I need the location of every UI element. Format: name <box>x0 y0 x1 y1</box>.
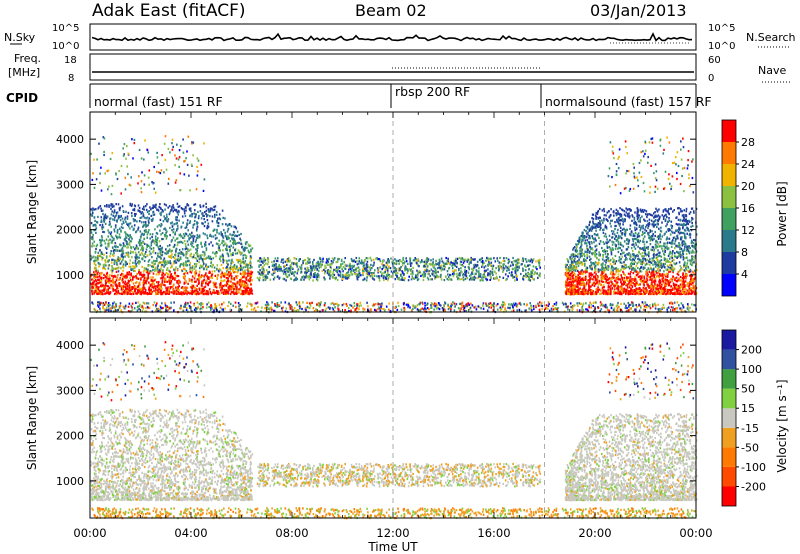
colorbar-swatch <box>722 486 736 506</box>
colorbar-swatch <box>722 466 736 487</box>
colorbar-swatch <box>722 142 736 164</box>
power-colorbar-label: Power [dB] <box>775 181 789 246</box>
x-tick-label: 12:00 <box>376 526 409 540</box>
colorbar-tick: 16 <box>741 202 755 215</box>
cpid-panel: CPID normal (fast) 151 RF rbsp 200 RF no… <box>6 83 712 109</box>
colorbar-swatch <box>722 120 736 142</box>
y-tick-label: 3000 <box>56 178 84 191</box>
noise-right-label: N.Search <box>746 31 796 44</box>
y-tick-label: 4000 <box>56 339 84 352</box>
colorbar-swatch <box>722 369 736 389</box>
velocity-data <box>90 341 698 520</box>
noise-right-tick-bottom: 10^0 <box>708 41 735 52</box>
colorbar-tick: 100 <box>741 363 762 376</box>
colorbar-tick: -100 <box>741 461 766 474</box>
colorbar-tick: 50 <box>741 383 755 396</box>
frequency-panel: Freq. [MHz] 18 8 60 0 Nave <box>8 52 790 84</box>
power-panel: Slant Range [km] 4000 3000 2000 1000 <box>25 111 698 314</box>
noise-left-tick-bottom: 10^0 <box>52 41 79 52</box>
colorbar-tick: -50 <box>741 441 759 454</box>
colorbar-swatch <box>722 447 736 467</box>
x-tick-label: 00:00 <box>73 526 106 540</box>
colorbar-swatch <box>722 252 736 274</box>
colorbar-tick: 28 <box>741 136 755 149</box>
y-tick-label: 4000 <box>56 133 84 146</box>
velocity-colorbar: 200 100 50 15 -15 -50 -100 -200 <box>721 329 766 507</box>
power-ylabel: Slant Range [km] <box>25 160 39 264</box>
freq-left-label-2: [MHz] <box>8 66 40 79</box>
colorbar-swatch <box>722 330 736 350</box>
freq-left-tick-bottom: 8 <box>68 73 74 84</box>
x-tick-label: 20:00 <box>578 526 611 540</box>
freq-right-tick-top: 60 <box>708 55 721 66</box>
nave-label: Nave <box>758 64 786 77</box>
x-tick-label: 16:00 <box>477 526 510 540</box>
velocity-ylabel: Slant Range [km] <box>25 366 39 470</box>
colorbar-tick: 200 <box>741 344 762 357</box>
station-title: Adak East (fitACF) <box>92 1 246 21</box>
y-tick-label: 2000 <box>56 430 84 443</box>
date-title: 03/Jan/2013 <box>590 1 687 20</box>
cpid-segment-1: rbsp 200 RF <box>395 84 470 99</box>
freq-left-label-1: Freq. <box>14 52 41 65</box>
colorbar-swatch <box>722 427 736 448</box>
cpid-segment-2: normalsound (fast) 157 RF <box>545 94 712 109</box>
colorbar-swatch <box>722 186 736 208</box>
freq-right-tick-bottom: 0 <box>708 73 714 84</box>
velocity-panel: Slant Range [km] 4000 3000 2000 1000 <box>25 317 698 520</box>
colorbar-swatch <box>722 274 736 296</box>
y-tick-label: 1000 <box>56 269 84 282</box>
colorbar-swatch <box>722 230 736 252</box>
noise-left-label: N.Sky <box>4 31 36 44</box>
x-axis-label: Time UT <box>367 540 418 554</box>
power-data <box>90 135 698 314</box>
noise-trace <box>91 32 693 42</box>
colorbar-tick: -200 <box>741 480 766 493</box>
colorbar-tick: 24 <box>741 158 755 171</box>
colorbar-tick: -15 <box>741 422 759 435</box>
beam-title: Beam 02 <box>355 1 427 20</box>
x-axis: 00:00 04:00 08:00 12:00 16:00 20:00 00:00 <box>73 526 712 540</box>
colorbar-swatch <box>722 164 736 186</box>
colorbar-swatch <box>722 388 736 409</box>
y-tick-label: 2000 <box>56 224 84 237</box>
x-tick-label: 08:00 <box>275 526 308 540</box>
colorbar-swatch <box>722 208 736 230</box>
x-tick-label: 04:00 <box>174 526 207 540</box>
y-tick-label: 3000 <box>56 384 84 397</box>
colorbar-tick: 20 <box>741 180 755 193</box>
noise-panel: N.Sky 10^5 10^0 10^5 10^0 N.Search <box>4 23 796 52</box>
freq-left-tick-top: 18 <box>64 55 77 66</box>
colorbar-tick: 4 <box>741 268 748 281</box>
noise-right-tick-top: 10^5 <box>708 23 735 34</box>
colorbar-tick: 8 <box>741 246 748 259</box>
x-tick-label: 00:00 <box>679 526 712 540</box>
power-colorbar: 28 24 20 16 12 8 4 <box>721 119 755 297</box>
cpid-label: CPID <box>6 91 38 105</box>
noise-left-tick-top: 10^5 <box>52 23 79 34</box>
colorbar-swatch <box>722 349 736 370</box>
colorbar-tick: 12 <box>741 224 755 237</box>
cpid-segment-0: normal (fast) 151 RF <box>94 94 223 109</box>
colorbar-tick: 15 <box>741 402 755 415</box>
colorbar-swatch <box>722 408 736 428</box>
y-tick-label: 1000 <box>56 475 84 488</box>
velocity-colorbar-label: Velocity [m s⁻¹] <box>775 379 789 472</box>
